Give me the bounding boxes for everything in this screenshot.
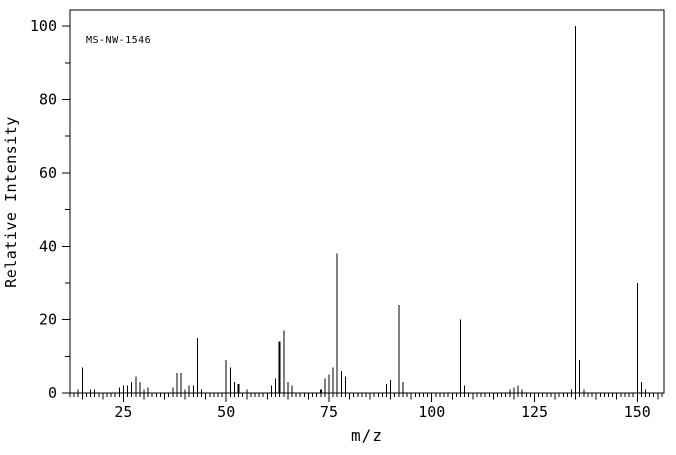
svg-text:60: 60 bbox=[39, 164, 57, 182]
svg-text:40: 40 bbox=[39, 237, 57, 255]
svg-text:125: 125 bbox=[521, 403, 548, 421]
svg-text:50: 50 bbox=[217, 403, 235, 421]
svg-text:80: 80 bbox=[39, 91, 57, 109]
svg-text:25: 25 bbox=[114, 403, 132, 421]
y-axis-label: Relative Intensity bbox=[2, 116, 20, 288]
svg-text:75: 75 bbox=[320, 403, 338, 421]
svg-text:0: 0 bbox=[48, 384, 57, 402]
svg-text:100: 100 bbox=[30, 17, 57, 35]
svg-text:20: 20 bbox=[39, 311, 57, 329]
svg-text:150: 150 bbox=[624, 403, 651, 421]
svg-text:100: 100 bbox=[418, 403, 445, 421]
spectrum-id-annotation: MS-NW-1546 bbox=[86, 35, 152, 46]
x-axis-label: m/z bbox=[351, 426, 383, 445]
